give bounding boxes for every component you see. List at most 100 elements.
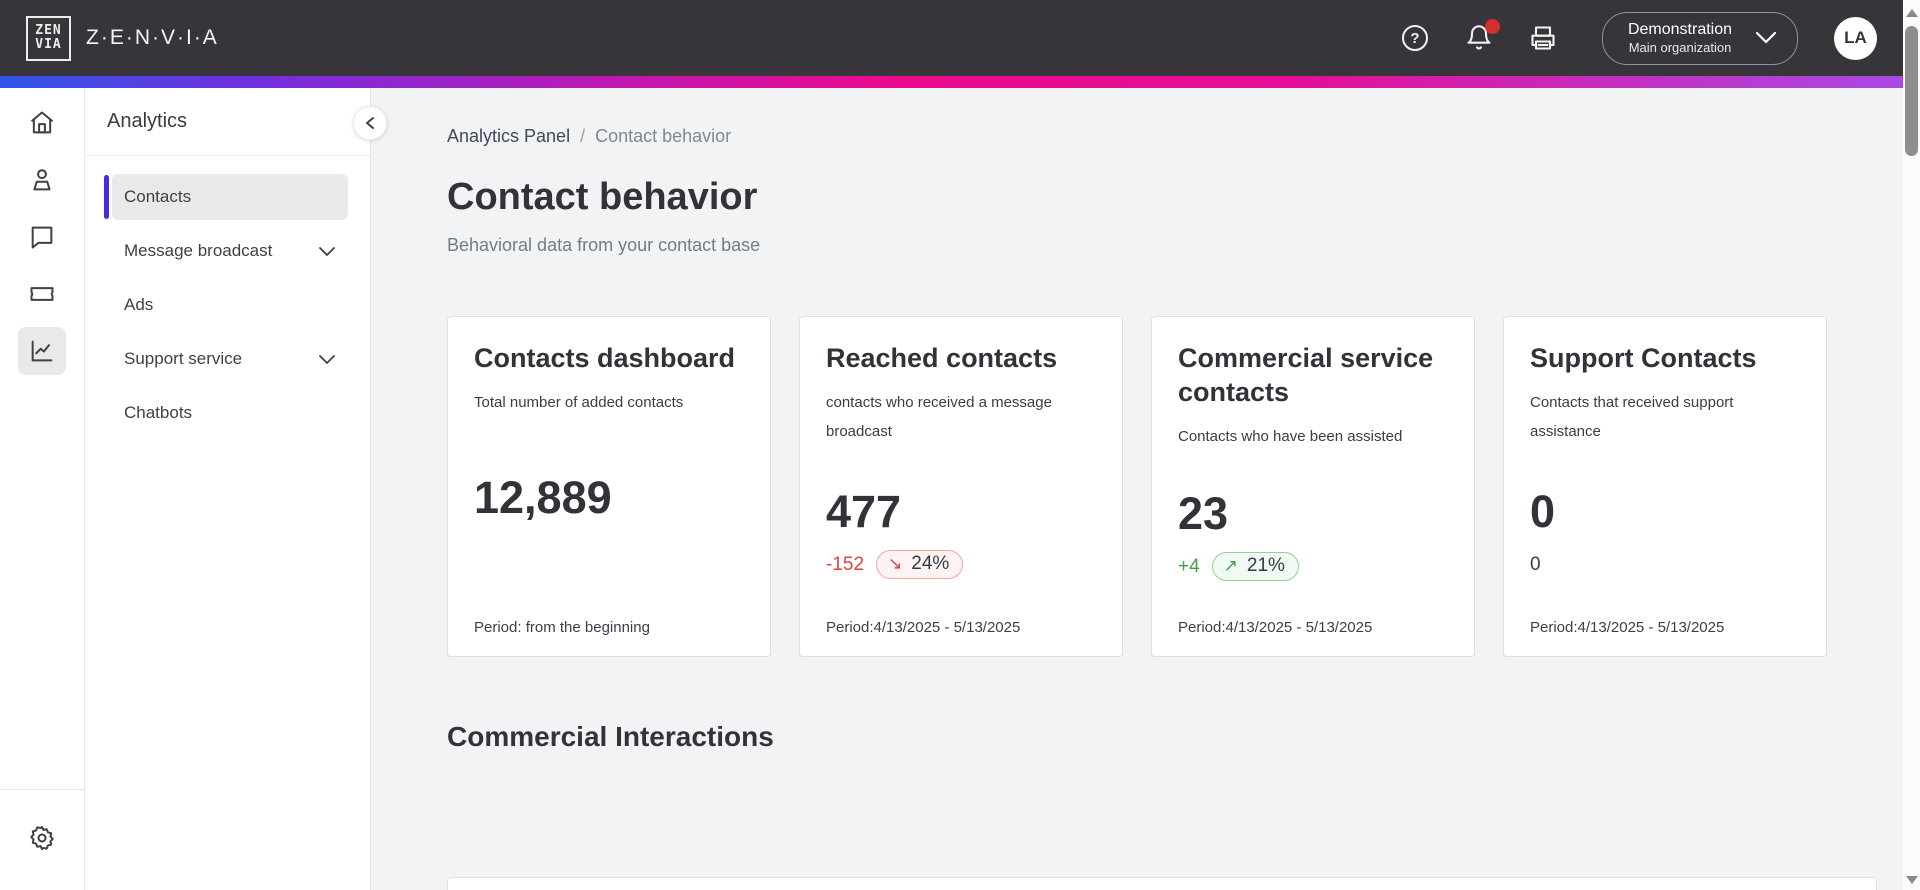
breadcrumb-separator: /: [580, 126, 586, 146]
analytics-chart-icon: [28, 337, 56, 365]
card-description: Contacts that received support assistanc…: [1530, 394, 1734, 440]
scrollbar-thumb[interactable]: [1905, 26, 1918, 156]
sidebar-title: Analytics: [107, 110, 188, 132]
breadcrumb-analytics-panel[interactable]: Analytics Panel: [447, 126, 571, 146]
sidebar-item-chatbots[interactable]: Chatbots: [112, 390, 348, 436]
page-title: Contact behavior: [447, 176, 758, 218]
card-period: Period: from the beginning: [474, 619, 650, 636]
logo-mark-bottom: VIA: [35, 37, 62, 52]
topbar-actions: ?: [1398, 11, 1877, 65]
breadcrumb-current: Contact behavior: [595, 126, 732, 146]
chat-icon: [28, 223, 56, 251]
page-scrollbar[interactable]: [1903, 0, 1920, 890]
card-period: Period:4/13/2025 - 5/13/2025: [1530, 619, 1725, 636]
card-period: Period:4/13/2025 - 5/13/2025: [1178, 619, 1373, 636]
sidebar-item-contacts[interactable]: Contacts: [104, 174, 348, 220]
notification-badge: [1485, 19, 1500, 34]
delta-value: 0: [1530, 553, 1541, 575]
trend-badge: ↗ 21%: [1211, 552, 1299, 582]
topbar: ZEN VIA Z·E·N·V·I·A ?: [0, 0, 1903, 76]
main-content: Analytics Panel / Contact behavior Conta…: [371, 88, 1903, 890]
scroll-up-arrow-icon[interactable]: [1906, 9, 1918, 17]
delta-value: -152: [826, 553, 865, 575]
ticket-icon: [28, 280, 56, 308]
sidebar-menu: Contacts Message broadcast Ads Support s…: [85, 156, 370, 436]
trend-down-icon: ↘: [888, 554, 903, 574]
sidebar-item-support-service[interactable]: Support service: [112, 336, 348, 382]
logo-mark-top: ZEN: [35, 23, 62, 38]
organization-name: Demonstration: [1627, 20, 1733, 38]
kpi-cards-row: Contacts dashboard Total number of added…: [447, 316, 1903, 657]
contacts-icon: [28, 166, 56, 194]
card-support-contacts: Support Contacts Contacts that received …: [1503, 316, 1827, 657]
sidebar-item-label: Message broadcast: [124, 241, 273, 260]
print-icon: [1529, 24, 1557, 52]
brand-gradient-bar: [0, 76, 1903, 88]
card-contacts-dashboard: Contacts dashboard Total number of added…: [447, 316, 771, 657]
organization-switcher-text: Demonstration Main organization: [1625, 20, 1735, 56]
chevron-down-icon: [318, 354, 336, 365]
organization-switcher[interactable]: Demonstration Main organization: [1602, 11, 1798, 65]
sidebar-header: Analytics: [85, 88, 370, 156]
trend-badge: ↘ 24%: [876, 550, 964, 580]
card-value: 23: [1178, 487, 1229, 539]
card-value: 0: [1530, 485, 1556, 537]
sidebar-item-label: Support service: [124, 349, 243, 368]
card-title: Contacts dashboard: [474, 343, 736, 373]
rail-item-conversations[interactable]: [18, 213, 66, 261]
help-icon: ?: [1401, 24, 1429, 52]
card-description: contacts who received a message broadcas…: [826, 394, 1052, 440]
sidebar-collapse-button[interactable]: [353, 106, 387, 140]
card-delta-row: 0: [1530, 547, 1800, 583]
chevron-down-icon: [318, 246, 336, 257]
breadcrumb: Analytics Panel / Contact behavior: [447, 126, 1903, 147]
sidebar-item-ads[interactable]: Ads: [112, 282, 348, 328]
card-title: Commercial service contacts: [1178, 343, 1434, 407]
sidebar-item-message-broadcast[interactable]: Message broadcast: [112, 228, 348, 274]
sidebar-item-label: Contacts: [124, 187, 192, 206]
print-button[interactable]: [1526, 21, 1560, 55]
card-delta-row: [474, 533, 744, 569]
card-description: Total number of added contacts: [474, 394, 684, 411]
gear-icon: [28, 824, 56, 852]
rail-item-settings[interactable]: [18, 814, 66, 862]
card-title: Reached contacts: [826, 343, 1058, 373]
help-button[interactable]: ?: [1398, 21, 1432, 55]
card-delta-row: +4 ↗ 21%: [1178, 549, 1448, 585]
organization-sub-label: Main organization: [1628, 39, 1732, 55]
card-description: Contacts who have been assisted: [1178, 428, 1403, 445]
commercial-interactions-card-top: [447, 877, 1877, 890]
zenvia-logo: ZEN VIA Z·E·N·V·I·A: [26, 15, 219, 61]
sidebar-item-label: Chatbots: [124, 403, 193, 422]
rail-item-contacts[interactable]: [18, 156, 66, 204]
rail-item-tickets[interactable]: [18, 270, 66, 318]
icon-rail: [0, 88, 85, 890]
brand-text: Z·E·N·V·I·A: [86, 26, 219, 49]
card-commercial-service-contacts: Commercial service contacts Contacts who…: [1151, 316, 1475, 657]
card-period: Period:4/13/2025 - 5/13/2025: [826, 619, 1021, 636]
scroll-down-arrow-icon[interactable]: [1906, 876, 1918, 884]
rail-footer: [0, 789, 84, 890]
chevron-down-icon: [1755, 31, 1777, 45]
page-subtitle: Behavioral data from your contact base: [447, 235, 761, 255]
trend-up-icon: ↗: [1223, 556, 1238, 576]
card-title: Support Contacts: [1530, 343, 1757, 373]
zenvia-logo-icon: ZEN VIA: [26, 15, 71, 61]
trend-percent: 24%: [911, 553, 950, 575]
chevron-left-icon: [364, 116, 376, 130]
trend-percent: 21%: [1246, 555, 1285, 577]
bell-icon: [1465, 24, 1493, 52]
user-avatar[interactable]: LA: [1834, 16, 1877, 60]
notifications-button[interactable]: [1462, 19, 1500, 55]
card-value: 477: [826, 485, 902, 537]
sidebar-item-label: Ads: [124, 295, 154, 314]
svg-text:?: ?: [1410, 30, 1419, 47]
delta-value: +4: [1178, 555, 1200, 577]
rail-item-analytics[interactable]: [18, 327, 66, 375]
rail-item-home[interactable]: [18, 99, 66, 147]
card-delta-row: -152 ↘ 24%: [826, 547, 1096, 583]
analytics-sidebar: Analytics Contacts Message broadcast: [85, 88, 387, 890]
card-reached-contacts: Reached contacts contacts who received a…: [799, 316, 1123, 657]
card-value: 12,889: [474, 471, 612, 523]
home-icon: [28, 109, 56, 137]
